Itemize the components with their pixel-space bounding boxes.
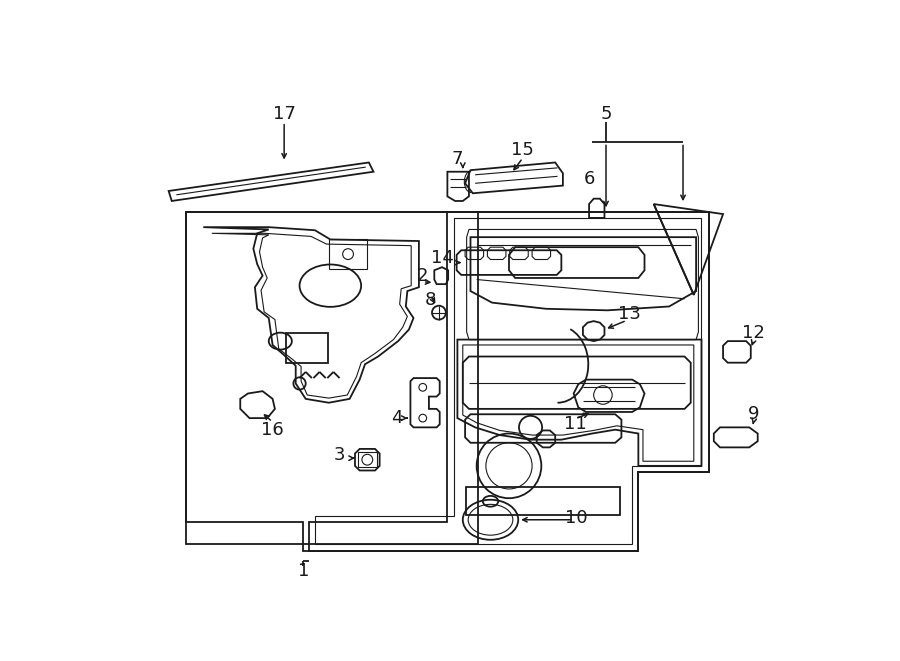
Bar	[328, 239, 367, 269]
Bar	[466, 487, 620, 515]
Bar	[358, 452, 376, 467]
Text: 9: 9	[748, 405, 760, 423]
Text: 8: 8	[425, 292, 436, 309]
Text: 2: 2	[417, 266, 428, 285]
Text: 3: 3	[334, 446, 346, 464]
Text: 1: 1	[298, 562, 309, 580]
Text: 11: 11	[563, 415, 587, 433]
Bar	[285, 333, 328, 363]
Text: 14: 14	[431, 249, 454, 267]
Text: 5: 5	[600, 105, 612, 123]
Text: 15: 15	[511, 141, 535, 159]
Text: 7: 7	[452, 149, 464, 168]
Text: 16: 16	[261, 420, 284, 439]
Text: 12: 12	[742, 325, 765, 342]
Text: 13: 13	[617, 305, 641, 323]
Bar	[185, 212, 478, 545]
Text: 4: 4	[391, 409, 402, 427]
Text: 10: 10	[565, 509, 588, 527]
Text: 17: 17	[273, 105, 295, 123]
Text: 6: 6	[584, 171, 596, 188]
